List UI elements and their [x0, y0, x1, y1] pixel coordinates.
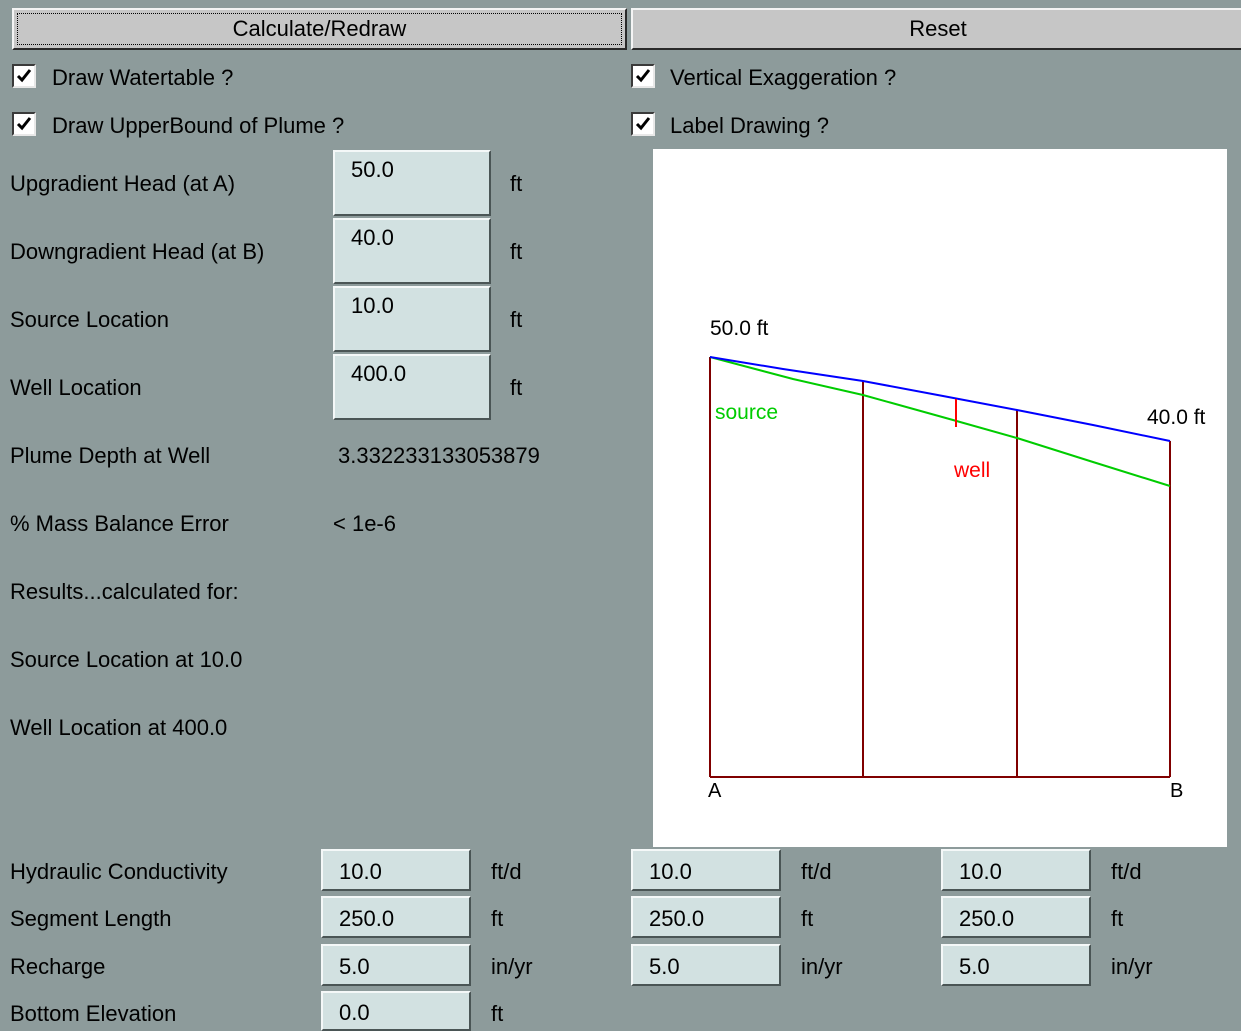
segment1-recharge-input[interactable] — [321, 944, 471, 986]
calculate-redraw-label: Calculate/Redraw — [232, 16, 407, 41]
results-calculated-for: Results...calculated for: — [10, 579, 239, 604]
mass-balance-value: < 1e-6 — [333, 511, 396, 536]
segment2-conductivity-input[interactable] — [631, 849, 781, 891]
mass-balance-label: % Mass Balance Error — [10, 511, 229, 536]
segment2-recharge-input[interactable] — [631, 944, 781, 986]
watertable-line — [709, 356, 1171, 442]
draw-watertable-label: Draw Watertable ? — [52, 65, 234, 90]
point-b-label: B — [1170, 780, 1183, 802]
segment1-conductivity-input[interactable] — [321, 849, 471, 891]
segment2-recharge-unit: in/yr — [801, 954, 843, 979]
segment1-length-input[interactable] — [321, 896, 471, 938]
vertical-exaggeration-label: Vertical Exaggeration ? — [670, 65, 897, 90]
segment2-length-unit: ft — [801, 906, 814, 931]
segment1-recharge-unit: in/yr — [491, 954, 533, 979]
bottom-elevation-input[interactable] — [321, 991, 471, 1031]
head-a-label: 50.0 ft — [710, 317, 769, 340]
vertical-exaggeration-checkbox[interactable] — [631, 64, 655, 88]
upgradient-head-input[interactable] — [333, 150, 491, 216]
bottom-elevation-label: Bottom Elevation — [10, 1001, 177, 1026]
segment2-conductivity-unit: ft/d — [801, 859, 832, 884]
reset-label: Reset — [909, 16, 967, 41]
label-drawing-checkbox[interactable] — [631, 112, 655, 136]
well-location-result: Well Location at 400.0 — [10, 715, 228, 740]
segment-length-label: Segment Length — [10, 906, 172, 931]
point-a-label: A — [708, 780, 722, 802]
downgradient-head-unit: ft — [510, 239, 523, 264]
well-label: well — [953, 459, 990, 482]
draw-upperbound-label: Draw UpperBound of Plume ? — [52, 113, 345, 138]
segment2-length-input[interactable] — [631, 896, 781, 938]
segment1-conductivity-unit: ft/d — [491, 859, 522, 884]
head-b-label: 40.0 ft — [1147, 406, 1206, 429]
source-location-result: Source Location at 10.0 — [10, 647, 243, 672]
source-location-label: Source Location — [10, 307, 169, 332]
upgradient-head-unit: ft — [510, 171, 523, 196]
segment3-length-unit: ft — [1111, 906, 1124, 931]
checkmark-icon — [635, 117, 651, 131]
segment3-conductivity-unit: ft/d — [1111, 859, 1142, 884]
draw-watertable-checkbox[interactable] — [12, 64, 36, 88]
bottom-elevation-unit: ft — [491, 1001, 504, 1026]
segment1-length-unit: ft — [491, 906, 504, 931]
downgradient-head-label: Downgradient Head (at B) — [10, 239, 265, 264]
well-location-unit: ft — [510, 375, 523, 400]
well-location-input[interactable] — [333, 354, 491, 420]
segment3-conductivity-input[interactable] — [941, 849, 1091, 891]
label-drawing-label: Label Drawing ? — [670, 113, 829, 138]
source-label: source — [715, 401, 778, 424]
upgradient-head-label: Upgradient Head (at A) — [10, 171, 236, 196]
source-location-unit: ft — [510, 307, 523, 332]
source-location-input[interactable] — [333, 286, 491, 352]
calculate-redraw-button[interactable]: Calculate/Redraw — [12, 8, 627, 50]
hydraulic-conductivity-label: Hydraulic Conductivity — [10, 859, 228, 884]
well-location-label: Well Location — [10, 375, 142, 400]
plume-upperbound-line — [709, 356, 1171, 487]
reset-button[interactable]: Reset — [631, 8, 1241, 50]
recharge-label: Recharge — [10, 954, 106, 979]
segment3-recharge-input[interactable] — [941, 944, 1091, 986]
segment3-recharge-unit: in/yr — [1111, 954, 1153, 979]
segment3-length-input[interactable] — [941, 896, 1091, 938]
plume-drawing: 50.0 ft 40.0 ft source well A B — [708, 317, 1206, 802]
checkmark-icon — [635, 69, 651, 83]
downgradient-head-input[interactable] — [333, 218, 491, 284]
checkmark-icon — [16, 69, 32, 83]
draw-upperbound-checkbox[interactable] — [12, 112, 36, 136]
plume-depth-label: Plume Depth at Well — [10, 443, 211, 468]
checkmark-icon — [16, 117, 32, 131]
plume-drawing-canvas: 50.0 ft 40.0 ft source well A B — [653, 149, 1227, 847]
plume-depth-value: 3.332233133053879 — [338, 443, 540, 468]
